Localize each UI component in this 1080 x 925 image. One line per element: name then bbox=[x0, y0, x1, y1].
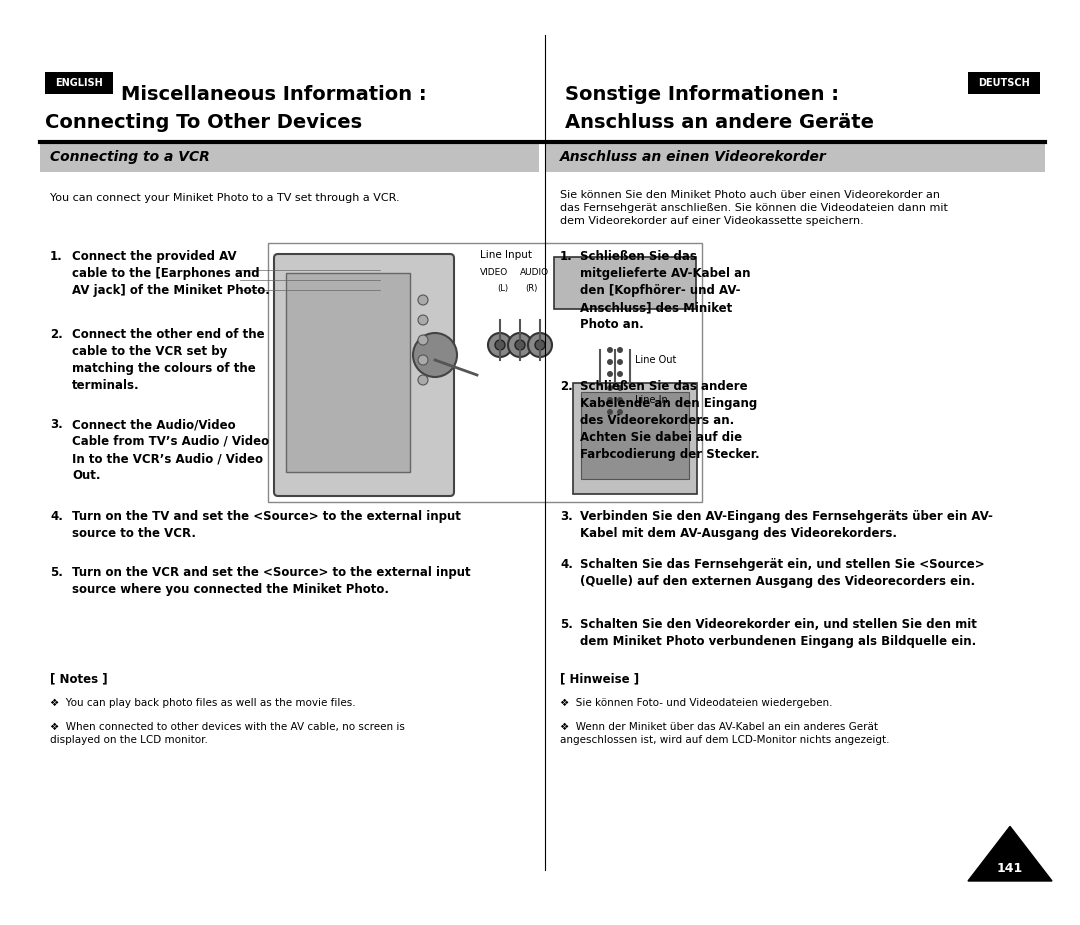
Text: (L): (L) bbox=[497, 284, 508, 293]
Text: 2.: 2. bbox=[50, 328, 63, 341]
Text: Connecting to a VCR: Connecting to a VCR bbox=[50, 150, 210, 164]
Text: Line Out: Line Out bbox=[635, 355, 676, 365]
Circle shape bbox=[607, 409, 613, 415]
Text: [ Hinweise ]: [ Hinweise ] bbox=[561, 672, 639, 685]
Text: (R): (R) bbox=[525, 284, 538, 293]
Text: Schließen Sie das andere
Kabelende an den Eingang
des Videorekorders an.
Achten : Schließen Sie das andere Kabelende an de… bbox=[580, 380, 759, 461]
Text: 5.: 5. bbox=[50, 566, 63, 579]
Circle shape bbox=[515, 340, 525, 350]
Text: 4.: 4. bbox=[561, 558, 572, 571]
Text: Anschluss an andere Geräte: Anschluss an andere Geräte bbox=[565, 113, 874, 131]
Circle shape bbox=[508, 333, 532, 357]
Text: 3.: 3. bbox=[561, 510, 572, 523]
Circle shape bbox=[617, 371, 623, 377]
Text: Connect the Audio/Video
Cable from TV’s Audio / Video
In to the VCR’s Audio / Vi: Connect the Audio/Video Cable from TV’s … bbox=[72, 418, 269, 482]
Text: Schließen Sie das
mitgelieferte AV-Kabel an
den [Kopfhörer- und AV-
Anschluss] d: Schließen Sie das mitgelieferte AV-Kabel… bbox=[580, 250, 751, 331]
Text: ❖  Wenn der Miniket über das AV-Kabel an ein anderes Gerät
angeschlossen ist, wi: ❖ Wenn der Miniket über das AV-Kabel an … bbox=[561, 722, 890, 746]
Circle shape bbox=[607, 359, 613, 365]
Circle shape bbox=[607, 397, 613, 403]
Circle shape bbox=[617, 359, 623, 365]
Circle shape bbox=[617, 347, 623, 353]
Text: ❖  You can play back photo files as well as the movie files.: ❖ You can play back photo files as well … bbox=[50, 698, 355, 708]
Text: 3.: 3. bbox=[50, 418, 63, 431]
Text: Sonstige Informationen :: Sonstige Informationen : bbox=[565, 84, 839, 104]
Text: Anschluss an einen Videorekorder: Anschluss an einen Videorekorder bbox=[561, 150, 827, 164]
Text: Turn on the TV and set the <Source> to the external input
source to the VCR.: Turn on the TV and set the <Source> to t… bbox=[72, 510, 461, 540]
Text: ENGLISH: ENGLISH bbox=[55, 78, 103, 88]
Circle shape bbox=[528, 333, 552, 357]
FancyBboxPatch shape bbox=[546, 143, 1045, 172]
Polygon shape bbox=[968, 826, 1052, 881]
Circle shape bbox=[488, 333, 512, 357]
FancyBboxPatch shape bbox=[554, 257, 696, 309]
FancyBboxPatch shape bbox=[268, 243, 702, 502]
Text: Miscellaneous Information :: Miscellaneous Information : bbox=[121, 84, 427, 104]
FancyBboxPatch shape bbox=[45, 72, 113, 94]
Text: Connect the provided AV
cable to the [Earphones and
AV jack] of the Miniket Phot: Connect the provided AV cable to the [Ea… bbox=[72, 250, 270, 297]
Text: Schalten Sie den Videorekorder ein, und stellen Sie den mit
dem Miniket Photo ve: Schalten Sie den Videorekorder ein, und … bbox=[580, 618, 977, 648]
Circle shape bbox=[418, 335, 428, 345]
Text: Connecting To Other Devices: Connecting To Other Devices bbox=[45, 113, 362, 131]
Text: 5.: 5. bbox=[561, 618, 572, 631]
Text: 4.: 4. bbox=[50, 510, 63, 523]
Circle shape bbox=[617, 385, 623, 391]
Text: 1.: 1. bbox=[561, 250, 572, 263]
FancyBboxPatch shape bbox=[274, 254, 454, 496]
Text: Verbinden Sie den AV-Eingang des Fernsehgeräts über ein AV-
Kabel mit dem AV-Aus: Verbinden Sie den AV-Eingang des Fernseh… bbox=[580, 510, 993, 540]
Text: Sie können Sie den Miniket Photo auch über einen Videorekorder an
das Fernsehger: Sie können Sie den Miniket Photo auch üb… bbox=[561, 190, 948, 227]
Text: Turn on the VCR and set the <Source> to the external input
source where you conn: Turn on the VCR and set the <Source> to … bbox=[72, 566, 471, 596]
Text: Connect the other end of the
cable to the VCR set by
matching the colours of the: Connect the other end of the cable to th… bbox=[72, 328, 265, 392]
Text: 2.: 2. bbox=[561, 380, 572, 393]
FancyBboxPatch shape bbox=[40, 143, 539, 172]
Text: ❖  When connected to other devices with the AV cable, no screen is
displayed on : ❖ When connected to other devices with t… bbox=[50, 722, 405, 746]
FancyBboxPatch shape bbox=[968, 72, 1040, 94]
Text: VIDEO: VIDEO bbox=[480, 268, 509, 277]
Circle shape bbox=[607, 347, 613, 353]
Text: ❖  Sie können Foto- und Videodateien wiedergeben.: ❖ Sie können Foto- und Videodateien wied… bbox=[561, 698, 833, 708]
Text: [ Notes ]: [ Notes ] bbox=[50, 672, 108, 685]
Circle shape bbox=[607, 371, 613, 377]
Circle shape bbox=[607, 385, 613, 391]
Text: Line In: Line In bbox=[635, 395, 667, 405]
Circle shape bbox=[418, 315, 428, 325]
Circle shape bbox=[617, 409, 623, 415]
Circle shape bbox=[535, 340, 545, 350]
Circle shape bbox=[413, 333, 457, 377]
Circle shape bbox=[418, 295, 428, 305]
Text: 141: 141 bbox=[997, 861, 1023, 874]
Circle shape bbox=[617, 397, 623, 403]
Text: Line Input: Line Input bbox=[480, 250, 532, 260]
Circle shape bbox=[495, 340, 505, 350]
Circle shape bbox=[418, 355, 428, 365]
Text: DEUTSCH: DEUTSCH bbox=[978, 78, 1030, 88]
Text: You can connect your Miniket Photo to a TV set through a VCR.: You can connect your Miniket Photo to a … bbox=[50, 193, 400, 203]
Text: AUDIO: AUDIO bbox=[519, 268, 549, 277]
Text: Schalten Sie das Fernsehgerät ein, und stellen Sie <Source>
(Quelle) auf den ext: Schalten Sie das Fernsehgerät ein, und s… bbox=[580, 558, 985, 588]
Text: 1.: 1. bbox=[50, 250, 63, 263]
FancyBboxPatch shape bbox=[581, 392, 689, 479]
Circle shape bbox=[418, 375, 428, 385]
FancyBboxPatch shape bbox=[286, 273, 410, 472]
FancyBboxPatch shape bbox=[573, 383, 697, 494]
